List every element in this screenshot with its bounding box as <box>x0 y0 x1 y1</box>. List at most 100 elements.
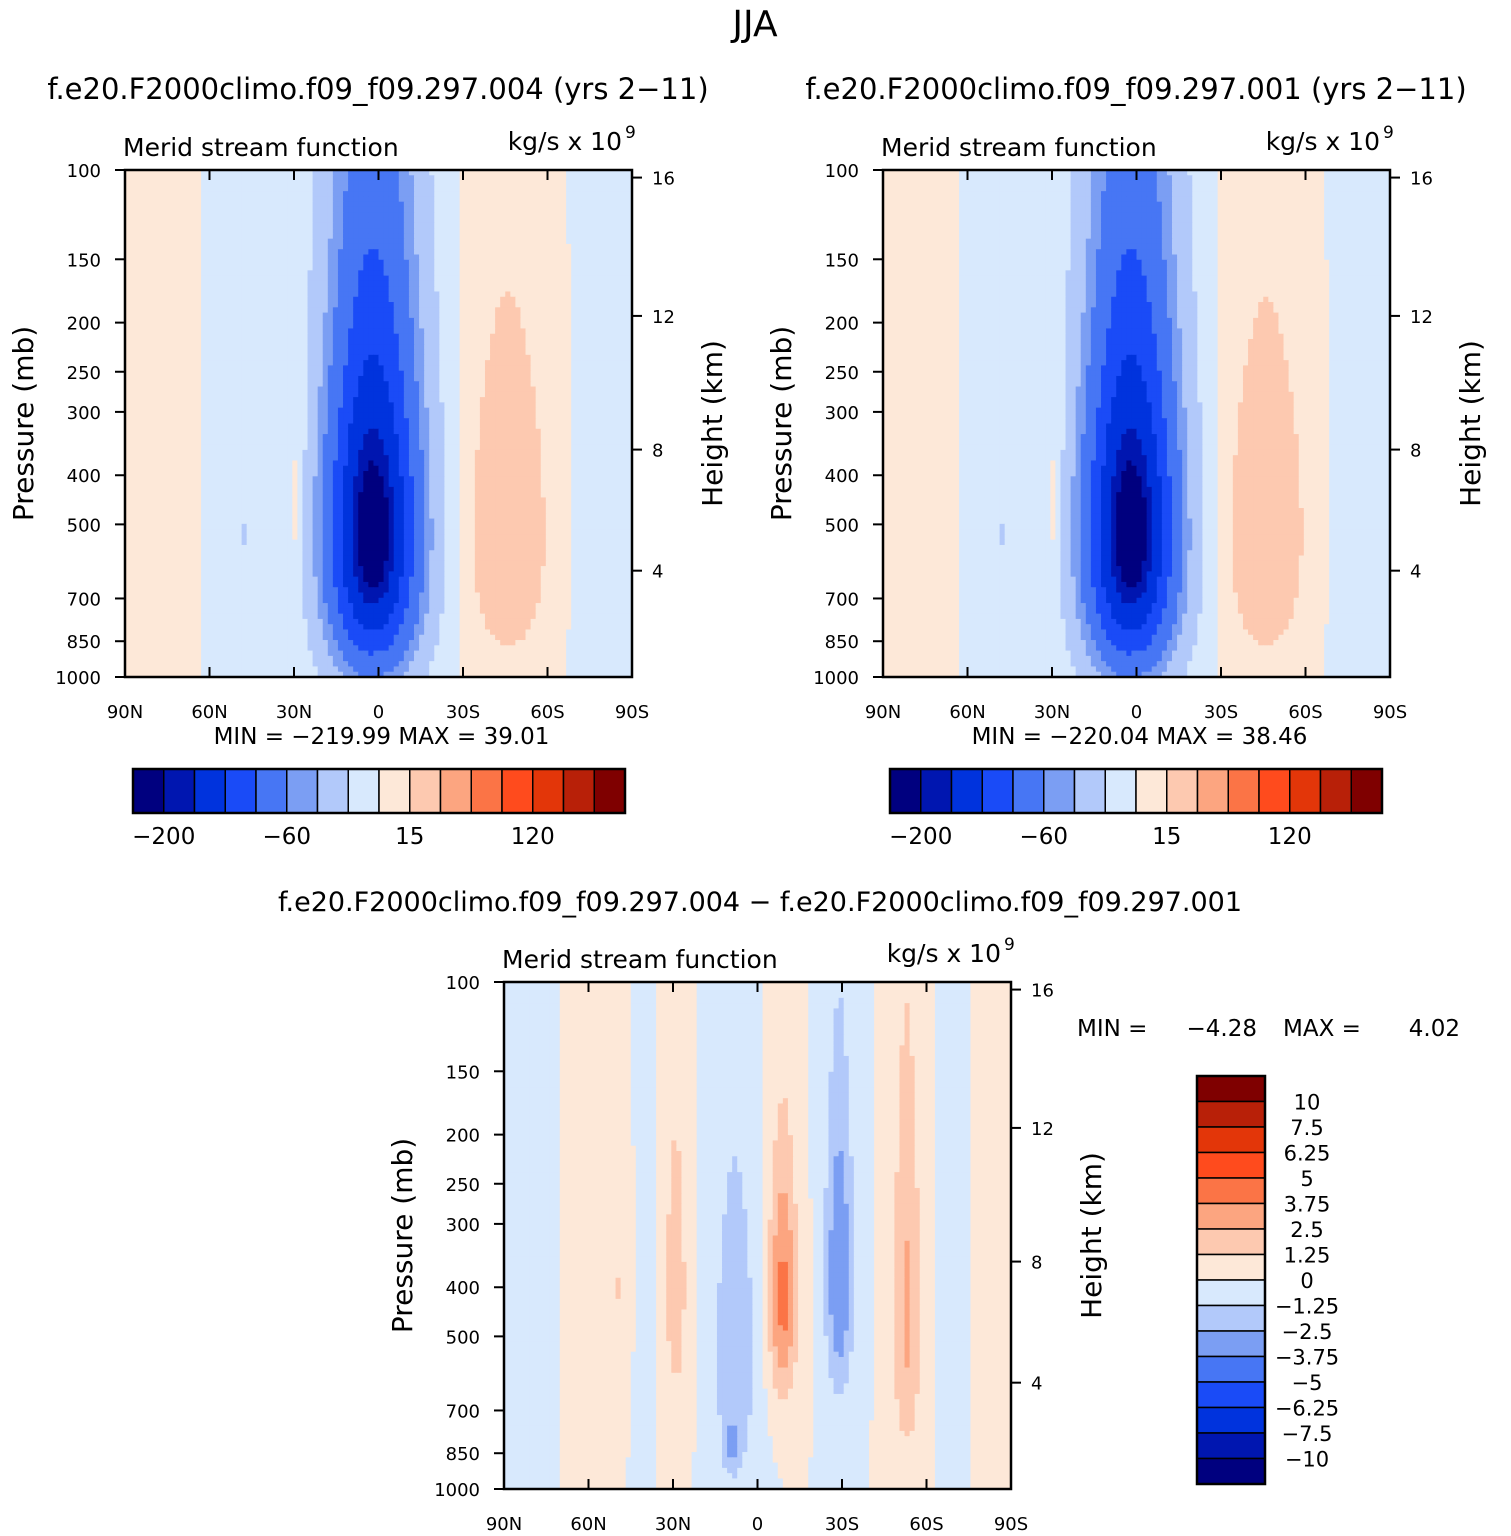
contour-cell <box>196 218 202 224</box>
contour-cell <box>531 387 537 393</box>
contour-cell <box>602 286 608 292</box>
contour-cell <box>419 302 425 308</box>
contour-cell <box>485 202 491 208</box>
contour-cell <box>333 328 339 334</box>
contour-cell <box>414 365 420 371</box>
contour-cell <box>176 239 182 245</box>
contour-cell <box>145 255 151 261</box>
contour-cell <box>267 376 273 382</box>
contour-cell <box>277 429 283 435</box>
contour-cell <box>622 418 628 424</box>
contour-cell <box>394 297 400 303</box>
contour-cell <box>257 313 263 319</box>
contour-cell <box>318 186 324 192</box>
contour-cell <box>485 186 491 192</box>
contour-cell <box>612 286 618 292</box>
contour-cell <box>419 313 425 319</box>
contour-cell <box>480 350 486 356</box>
contour-cell <box>160 418 166 424</box>
contour-cell <box>384 328 390 334</box>
contour-cell <box>470 281 476 287</box>
contour-cell <box>556 392 562 398</box>
contour-cell <box>536 228 542 234</box>
contour-cell <box>460 191 466 197</box>
contour-cell <box>282 307 288 313</box>
contour-cell <box>247 302 253 308</box>
contour-cell <box>338 323 344 329</box>
contour-cell <box>242 286 248 292</box>
contour-cell <box>500 429 506 435</box>
contour-cell <box>475 218 481 224</box>
contour-cell <box>145 244 151 250</box>
contour-cell <box>166 212 172 218</box>
contour-cell <box>531 413 537 419</box>
contour-cell <box>429 202 435 208</box>
contour-cell <box>196 265 202 271</box>
contour-cell <box>546 186 552 192</box>
contour-cell <box>313 302 319 308</box>
contour-cell <box>338 376 344 382</box>
contour-cell <box>597 328 603 334</box>
contour-cell <box>206 202 212 208</box>
contour-cell <box>130 244 136 250</box>
contour-cell <box>338 291 344 297</box>
contour-cell <box>526 318 532 324</box>
contour-cell <box>399 212 405 218</box>
contour-cell <box>536 302 542 308</box>
contour-cell <box>318 392 324 398</box>
contour-cell <box>135 228 141 234</box>
contour-cell <box>287 255 293 261</box>
contour-cell <box>546 313 552 319</box>
contour-cell <box>419 265 425 271</box>
contour-cell <box>196 350 202 356</box>
contour-cell <box>576 387 582 393</box>
contour-cell <box>394 418 400 424</box>
contour-cell <box>221 181 227 187</box>
contour-cell <box>394 307 400 313</box>
contour-cell <box>546 181 552 187</box>
contour-cell <box>373 307 379 313</box>
contour-cell <box>465 360 471 366</box>
contour-cell <box>186 207 192 213</box>
contour-cell <box>495 218 501 224</box>
contour-cell <box>328 408 334 414</box>
contour-cell <box>216 186 222 192</box>
contour-cell <box>140 365 146 371</box>
contour-cell <box>439 381 445 387</box>
contour-cell <box>586 424 592 430</box>
contour-cell <box>221 323 227 329</box>
contour-cell <box>515 328 521 334</box>
contour-cell <box>130 381 136 387</box>
contour-cell <box>591 218 597 224</box>
contour-cell <box>622 334 628 340</box>
contour-cell <box>581 239 587 245</box>
contour-cell <box>277 328 283 334</box>
contour-cell <box>404 244 410 250</box>
contour-cell <box>510 255 516 261</box>
contour-cell <box>196 387 202 393</box>
contour-cell <box>140 376 146 382</box>
contour-cell <box>424 381 430 387</box>
contour-cell <box>353 281 359 287</box>
contour-cell <box>206 376 212 382</box>
contour-cell <box>211 218 217 224</box>
contour-cell <box>384 196 390 202</box>
contour-cell <box>500 376 506 382</box>
contour-cell <box>333 196 339 202</box>
contour-cell <box>399 175 405 181</box>
contour-cell <box>181 202 187 208</box>
contour-cell <box>561 418 567 424</box>
contour-cell <box>247 281 253 287</box>
contour-cell <box>292 218 298 224</box>
contour-cell <box>313 381 319 387</box>
contour-cell <box>237 371 243 377</box>
contour-cell <box>404 281 410 287</box>
contour-cell <box>444 424 450 430</box>
contour-cell <box>581 376 587 382</box>
contour-cell <box>140 260 146 266</box>
contour-cell <box>394 281 400 287</box>
contour-cell <box>257 397 263 403</box>
contour-cell <box>135 218 141 224</box>
contour-cell <box>323 270 329 276</box>
contour-cell <box>160 350 166 356</box>
